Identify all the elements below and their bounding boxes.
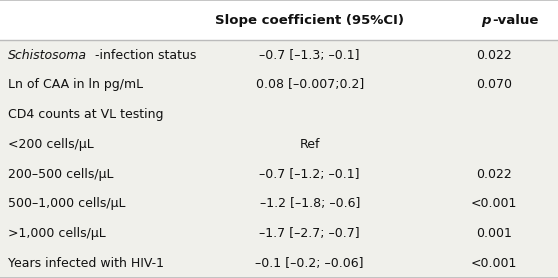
Text: 0.022: 0.022: [476, 168, 512, 180]
Text: <200 cells/μL: <200 cells/μL: [8, 138, 94, 151]
Text: Slope coefficient (95%CI): Slope coefficient (95%CI): [215, 14, 404, 27]
Text: Schistosoma: Schistosoma: [8, 49, 88, 62]
Text: –1.2 [–1.8; –0.6]: –1.2 [–1.8; –0.6]: [259, 197, 360, 210]
Text: >1,000 cells/μL: >1,000 cells/μL: [8, 227, 106, 240]
Text: 0.070: 0.070: [476, 78, 512, 91]
Text: <0.001: <0.001: [470, 197, 517, 210]
Bar: [0, 0, 558, 40]
Text: -value: -value: [493, 14, 539, 27]
Text: 0.022: 0.022: [476, 49, 512, 62]
Text: CD4 counts at VL testing: CD4 counts at VL testing: [8, 108, 164, 121]
Text: –0.1 [–0.2; –0.06]: –0.1 [–0.2; –0.06]: [256, 257, 364, 270]
Text: 500–1,000 cells/μL: 500–1,000 cells/μL: [8, 197, 126, 210]
Text: Ref: Ref: [300, 138, 320, 151]
Text: –1.7 [–2.7; –0.7]: –1.7 [–2.7; –0.7]: [259, 227, 360, 240]
Text: 200–500 cells/μL: 200–500 cells/μL: [8, 168, 114, 180]
Text: Ln of CAA in ln pg/mL: Ln of CAA in ln pg/mL: [8, 78, 143, 91]
Text: –0.7 [–1.3; –0.1]: –0.7 [–1.3; –0.1]: [259, 49, 360, 62]
Text: 0.001: 0.001: [476, 227, 512, 240]
Text: -infection status: -infection status: [95, 49, 196, 62]
Text: –0.7 [–1.2; –0.1]: –0.7 [–1.2; –0.1]: [259, 168, 360, 180]
Text: p: p: [482, 14, 491, 27]
Text: <0.001: <0.001: [470, 257, 517, 270]
Text: 0.08 [–0.007;0.2]: 0.08 [–0.007;0.2]: [256, 78, 364, 91]
Text: Years infected with HIV-1: Years infected with HIV-1: [8, 257, 165, 270]
